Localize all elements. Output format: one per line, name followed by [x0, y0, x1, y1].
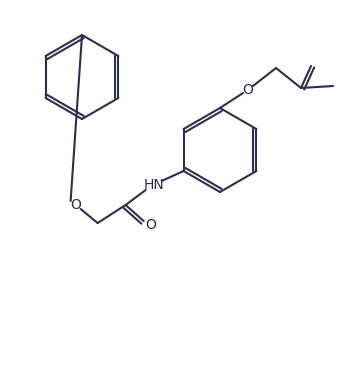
Text: O: O [145, 218, 156, 232]
Text: O: O [243, 83, 253, 97]
Text: HN: HN [143, 178, 164, 192]
Text: O: O [70, 198, 81, 212]
